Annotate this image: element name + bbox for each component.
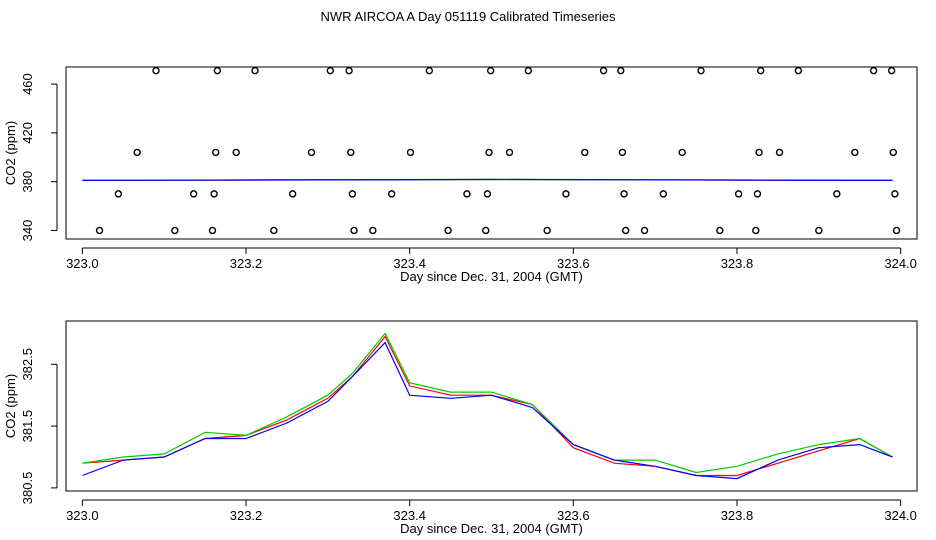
data-point (794, 66, 803, 75)
data-point (189, 190, 198, 198)
y-tick-label: 380 (20, 171, 35, 193)
data-point (716, 226, 724, 235)
data-point (270, 226, 278, 235)
y-tick-label: 382.5 (20, 348, 35, 381)
data-point (307, 148, 316, 157)
panel-raw-scatter: 323.0 323.2 323.4 323.6 323.8 324.0 Day since … (3, 66, 918, 284)
data-point (369, 226, 377, 235)
data-point (753, 190, 762, 198)
data-point (620, 190, 628, 198)
y-tick-label: 420 (20, 122, 35, 144)
data-point (133, 148, 141, 157)
y-tick-label: 340 (20, 220, 35, 242)
x-tick-label: 323.2 (230, 508, 263, 523)
data-point (348, 190, 357, 198)
x-tick-label: 323.0 (66, 256, 99, 271)
data-point (524, 66, 533, 75)
data-point (892, 226, 901, 235)
data-point (387, 190, 396, 198)
data-point (463, 190, 471, 198)
data-point (210, 190, 218, 198)
data-point (734, 190, 743, 198)
data-point (697, 66, 705, 75)
data-point (95, 226, 104, 235)
data-point (617, 66, 625, 75)
y-axis-label: CO2 (ppm) (3, 374, 18, 438)
y-tick-label: 380.5 (20, 472, 35, 505)
data-point (755, 148, 763, 157)
data-point (621, 226, 630, 235)
data-point (505, 148, 514, 157)
data-point (232, 148, 240, 157)
x-tick-label: 323.6 (557, 508, 590, 523)
data-point (485, 148, 493, 157)
y-axis-label: CO2 (ppm) (3, 121, 18, 185)
series-line (82, 178, 893, 181)
data-point (599, 66, 608, 75)
data-point (486, 66, 495, 75)
data-point (288, 190, 297, 198)
x-tick-label: 323.4 (393, 508, 426, 523)
data-point (212, 148, 220, 157)
data-point (678, 148, 686, 157)
series-line (82, 335, 893, 477)
data-point (562, 190, 570, 198)
plot-frame (65, 66, 918, 240)
x-axis-label: Day since Dec. 31, 2004 (GMT) (400, 269, 583, 284)
data-point (345, 66, 353, 75)
data-point (347, 148, 355, 157)
data-point (114, 190, 123, 198)
x-axis-label: Day since Dec. 31, 2004 (GMT) (400, 521, 583, 536)
data-point (406, 148, 415, 157)
chart-title: NWR AIRCOA A Day 051119 Calibrated Times… (320, 9, 616, 24)
data-point (889, 148, 897, 157)
data-point (581, 148, 589, 157)
data-point (851, 148, 859, 157)
data-point (482, 226, 490, 235)
data-point (425, 66, 434, 75)
data-point (887, 66, 896, 75)
x-tick-label: 324.0 (884, 256, 917, 271)
data-point (251, 66, 259, 75)
data-point (171, 226, 179, 235)
data-point (350, 226, 358, 235)
y-tick-label: 460 (20, 73, 35, 95)
data-point (640, 226, 649, 235)
x-tick-label: 323.4 (393, 256, 426, 271)
x-tick-label: 324.0 (884, 508, 917, 523)
data-point (757, 66, 765, 75)
y-tick-label: 381.5 (20, 410, 35, 443)
data-point (618, 148, 627, 157)
x-tick-label: 323.0 (66, 508, 99, 523)
data-point (752, 226, 760, 235)
series-line (82, 332, 893, 474)
data-point (891, 190, 899, 198)
data-point (213, 66, 222, 75)
panel-calibrated-lines: 323.0 323.2 323.4 323.6 323.8 324.0 Day since … (3, 320, 918, 536)
data-point (208, 226, 217, 235)
data-point (444, 226, 452, 235)
data-point (152, 66, 160, 75)
plot-frame (65, 320, 918, 492)
data-point (483, 190, 492, 198)
series-line (82, 341, 893, 480)
data-point (775, 148, 784, 157)
data-point (659, 190, 668, 198)
data-point (543, 226, 551, 235)
data-point (833, 190, 841, 198)
data-point (815, 226, 823, 235)
x-tick-label: 323.6 (557, 256, 590, 271)
data-point (326, 66, 335, 75)
data-point (869, 66, 878, 75)
x-tick-label: 323.8 (721, 256, 754, 271)
x-tick-label: 323.8 (721, 508, 754, 523)
x-tick-label: 323.2 (230, 256, 263, 271)
